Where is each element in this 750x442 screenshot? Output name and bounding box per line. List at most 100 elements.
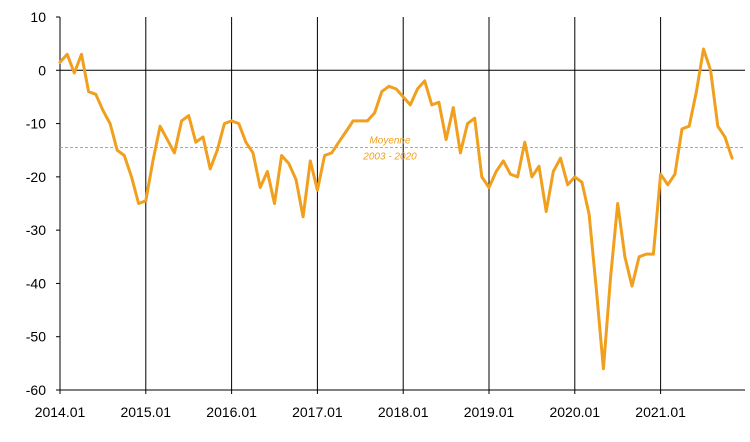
x-tick-label: 2020.01 bbox=[549, 404, 600, 420]
data-point bbox=[273, 202, 276, 205]
x-tick-label: 2017.01 bbox=[292, 404, 343, 420]
data-point bbox=[344, 130, 348, 133]
data-point bbox=[659, 172, 662, 176]
data-point bbox=[680, 127, 684, 131]
series-line bbox=[58, 47, 734, 371]
data-point bbox=[201, 135, 205, 139]
data-point bbox=[166, 138, 169, 141]
average-reference: Moyenne 2003 - 2020 bbox=[60, 136, 745, 163]
data-point bbox=[452, 106, 455, 109]
data-point bbox=[73, 71, 76, 75]
x-tick-label: 2019.01 bbox=[464, 404, 515, 420]
data-point bbox=[137, 202, 140, 205]
data-point bbox=[87, 90, 90, 93]
data-point bbox=[595, 287, 598, 290]
data-point bbox=[688, 125, 691, 128]
data-point bbox=[730, 157, 734, 160]
data-point bbox=[173, 151, 176, 155]
data-point bbox=[473, 117, 476, 120]
data-point bbox=[459, 151, 462, 155]
data-point bbox=[94, 93, 97, 96]
data-point bbox=[280, 154, 283, 157]
data-point bbox=[251, 151, 255, 155]
data-point bbox=[416, 87, 419, 91]
data-point bbox=[330, 151, 333, 155]
series-points bbox=[58, 47, 734, 370]
data-point bbox=[359, 119, 362, 123]
data-point bbox=[637, 255, 641, 258]
data-point bbox=[230, 119, 233, 123]
data-point bbox=[537, 165, 541, 168]
data-point bbox=[337, 141, 341, 144]
data-point bbox=[387, 85, 391, 88]
data-point bbox=[180, 119, 183, 123]
data-point bbox=[545, 210, 548, 213]
data-point bbox=[502, 159, 505, 163]
data-point bbox=[559, 157, 562, 160]
data-point bbox=[430, 103, 433, 107]
data-point bbox=[716, 125, 719, 128]
data-point bbox=[652, 252, 655, 256]
data-point bbox=[187, 114, 190, 117]
data-point bbox=[58, 61, 62, 64]
data-point bbox=[351, 119, 355, 123]
data-point bbox=[402, 95, 405, 99]
year-gridlines bbox=[145, 17, 662, 390]
x-tick-label: 2016.01 bbox=[206, 404, 257, 420]
data-point bbox=[630, 284, 634, 288]
data-point bbox=[244, 141, 248, 144]
y-tick-label: -10 bbox=[26, 116, 46, 132]
data-point bbox=[130, 175, 133, 179]
data-point bbox=[294, 178, 298, 181]
data-point bbox=[158, 125, 162, 128]
data-point bbox=[695, 90, 698, 93]
data-point bbox=[216, 149, 219, 152]
data-point bbox=[301, 215, 305, 219]
y-tick-label: -60 bbox=[26, 382, 46, 398]
data-point bbox=[480, 175, 484, 179]
data-point bbox=[373, 111, 376, 115]
y-tick-label: -40 bbox=[26, 275, 46, 291]
x-tick-label: 2021.01 bbox=[635, 404, 686, 420]
y-tick-labels: 10 0 -10 -20 -30 -40 -50 -60 bbox=[26, 9, 60, 398]
data-point bbox=[580, 180, 584, 184]
data-point bbox=[487, 186, 491, 189]
data-point bbox=[566, 183, 569, 187]
y-tick-label: -20 bbox=[26, 169, 46, 185]
data-point bbox=[80, 53, 83, 56]
data-point bbox=[323, 154, 326, 157]
data-point bbox=[444, 138, 448, 141]
data-point bbox=[101, 109, 105, 112]
data-point bbox=[523, 141, 526, 144]
data-point bbox=[394, 87, 398, 91]
y-tick-label: -50 bbox=[26, 329, 46, 345]
data-point bbox=[266, 170, 269, 173]
data-point bbox=[366, 119, 369, 123]
data-point bbox=[645, 252, 648, 256]
data-point bbox=[208, 167, 212, 171]
average-label-line1: Moyenne bbox=[369, 136, 411, 147]
data-point bbox=[287, 162, 290, 165]
data-point bbox=[237, 122, 240, 125]
data-point bbox=[587, 212, 591, 216]
data-point bbox=[223, 122, 226, 125]
y-tick-label: 10 bbox=[30, 9, 46, 25]
data-point bbox=[602, 367, 605, 370]
data-point bbox=[573, 175, 576, 179]
data-point bbox=[552, 170, 555, 173]
data-point bbox=[723, 135, 727, 139]
data-point bbox=[194, 141, 198, 144]
y-tick-label: 0 bbox=[38, 62, 46, 78]
average-label-line2: 2003 - 2020 bbox=[362, 152, 417, 163]
data-point bbox=[437, 101, 441, 104]
x-tick-label: 2015.01 bbox=[120, 404, 171, 420]
data-point bbox=[380, 90, 383, 93]
data-point bbox=[259, 186, 262, 189]
data-point bbox=[516, 175, 519, 179]
y-tick-label: -30 bbox=[26, 222, 46, 238]
data-point bbox=[316, 188, 319, 192]
data-point bbox=[530, 175, 534, 179]
data-point bbox=[65, 53, 69, 56]
data-point bbox=[616, 202, 619, 205]
